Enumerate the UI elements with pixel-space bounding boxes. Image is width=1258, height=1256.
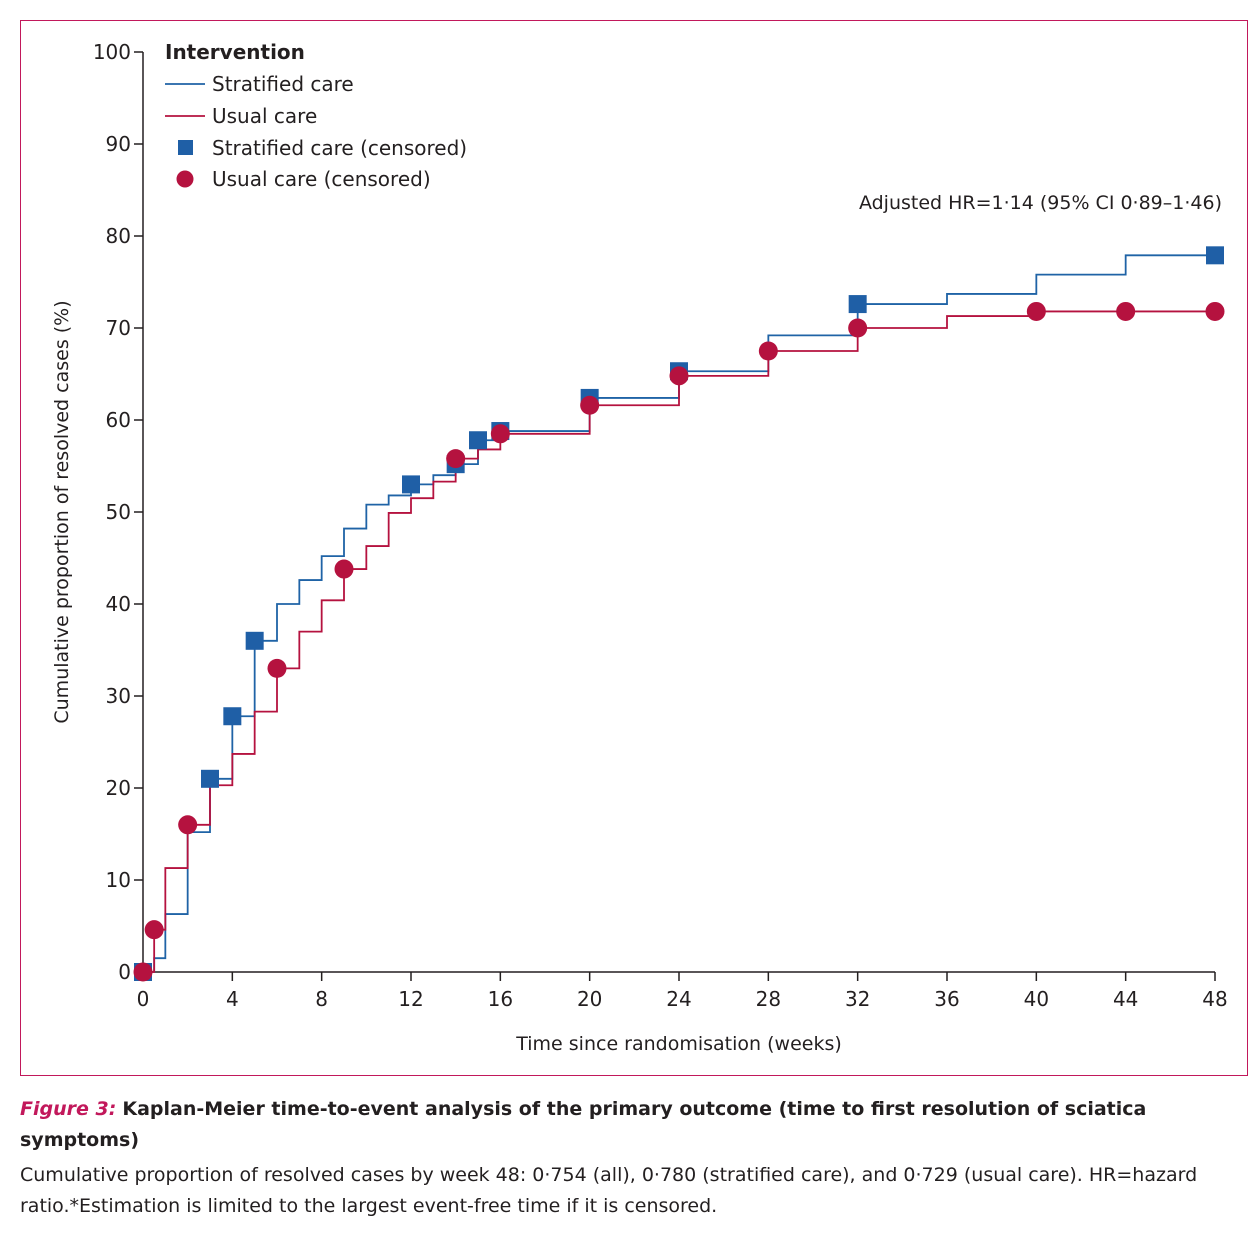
hazard-ratio-annotation: Adjusted HR=1·14 (95% CI 0·89–1·46): [859, 192, 1222, 214]
stratified-censored-marker: [1206, 246, 1224, 265]
y-tick-label: 60: [106, 408, 131, 432]
y-tick-label: 90: [106, 132, 131, 156]
y-tick-label: 40: [106, 592, 131, 616]
y-tick-label: 100: [93, 40, 131, 64]
x-tick-label: 0: [137, 987, 150, 1011]
legend-label: Stratified care (censored): [212, 136, 467, 160]
x-tick-label: 4: [226, 987, 239, 1011]
figure-caption: Figure 3: Kaplan-Meier time-to-event ana…: [20, 1094, 1240, 1222]
legend-label: Usual care (censored): [212, 167, 431, 191]
y-axis-label: Cumulative proportion of resolved cases …: [51, 300, 73, 723]
usual-censored-marker: [267, 658, 287, 678]
usual-censored-marker: [178, 815, 198, 835]
usual-censored-marker: [1205, 301, 1225, 321]
x-tick-label: 24: [666, 987, 691, 1011]
legend-label: Usual care: [212, 104, 317, 128]
stratified-censored-marker: [469, 431, 487, 450]
usual-censored-marker: [490, 424, 510, 444]
y-tick-label: 70: [106, 316, 131, 340]
usual-censored-marker: [1026, 301, 1046, 321]
figure-frame: [20, 20, 1248, 1076]
figure-label: Figure 3:: [20, 1098, 117, 1120]
y-tick-label: 10: [106, 868, 131, 892]
x-axis-label: Time since randomisation (weeks): [515, 1033, 842, 1055]
x-tick-label: 40: [1024, 987, 1049, 1011]
x-tick-label: 8: [315, 987, 328, 1011]
y-tick-label: 80: [106, 224, 131, 248]
usual-censored-marker: [446, 449, 466, 469]
usual-censored-marker: [669, 366, 689, 386]
legend-circle-swatch: [176, 170, 194, 188]
x-tick-label: 36: [934, 987, 959, 1011]
figure-title: Kaplan-Meier time-to-event analysis of t…: [20, 1098, 1147, 1151]
y-tick-label: 30: [106, 684, 131, 708]
figure-description: Cumulative proportion of resolved cases …: [20, 1164, 1198, 1217]
usual-censored-marker: [133, 962, 153, 982]
x-tick-label: 12: [398, 987, 423, 1011]
usual-censored-marker: [1116, 301, 1136, 321]
x-tick-label: 44: [1113, 987, 1138, 1011]
usual-care-step-line: [143, 310, 1215, 973]
usual-censored-marker: [758, 341, 778, 361]
y-tick-label: 0: [118, 960, 131, 984]
y-tick-label: 50: [106, 500, 131, 524]
usual-censored-marker: [848, 318, 868, 338]
x-tick-label: 28: [756, 987, 781, 1011]
stratified-censored-marker: [402, 475, 420, 494]
usual-censored-marker: [334, 559, 354, 579]
stratified-censored-marker: [223, 707, 242, 726]
legend-label: Stratified care: [212, 72, 354, 96]
legend-title: Intervention: [165, 40, 305, 64]
usual-censored-marker: [580, 395, 600, 415]
usual-censored-marker: [144, 920, 164, 940]
y-tick-label: 20: [106, 776, 131, 800]
legend-square-swatch: [178, 140, 193, 155]
stratified-censored-marker: [201, 769, 219, 788]
x-tick-label: 48: [1202, 987, 1227, 1011]
stratified-censored-marker: [848, 295, 867, 314]
x-tick-label: 32: [845, 987, 870, 1011]
stratified-censored-marker: [245, 631, 264, 650]
x-tick-label: 20: [577, 987, 602, 1011]
x-tick-label: 16: [488, 987, 513, 1011]
